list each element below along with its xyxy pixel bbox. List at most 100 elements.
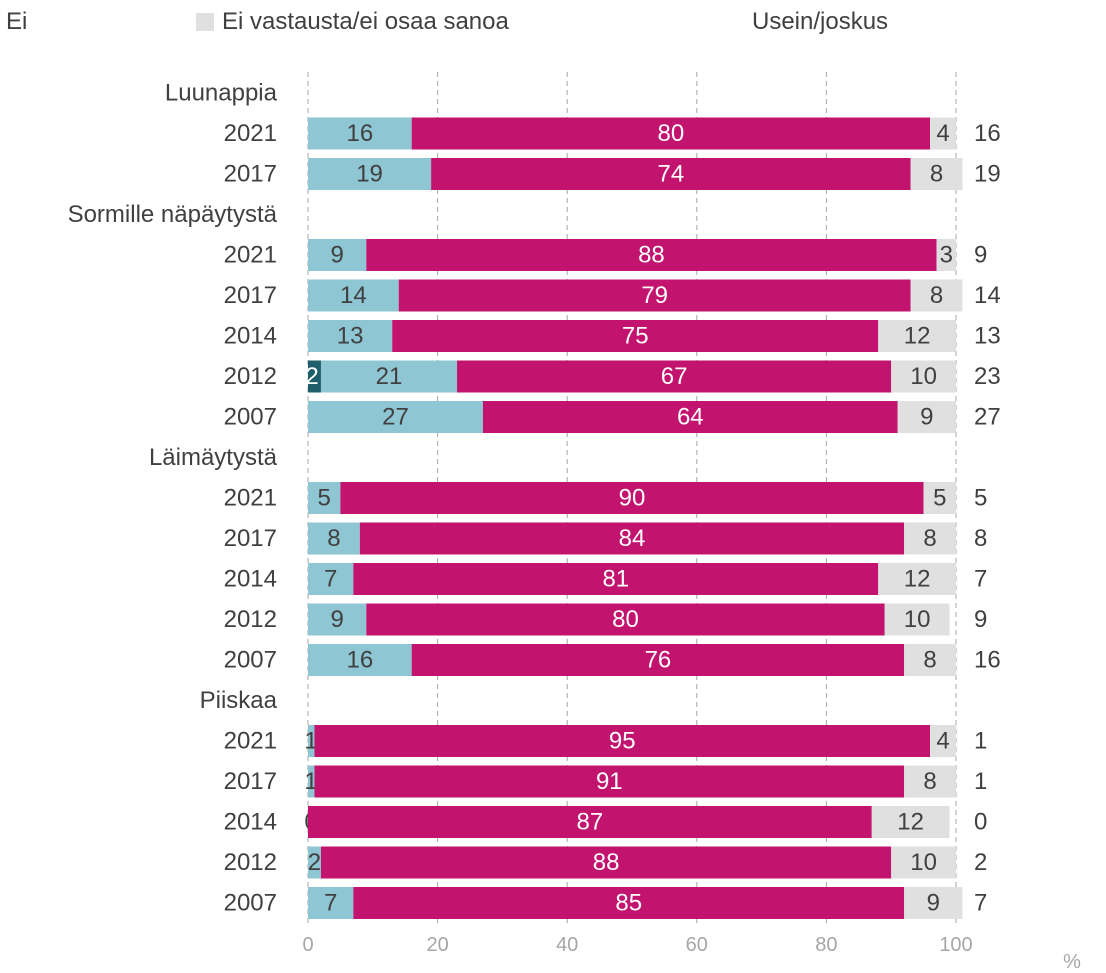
bar-segment-eos	[936, 239, 956, 271]
total-label: 19	[974, 161, 1001, 188]
group-label: Läimäytystä	[149, 444, 278, 471]
x-tick-label: 80	[815, 934, 837, 956]
bar-segment-joskus	[308, 320, 393, 352]
data-label-joskus: 8	[327, 525, 340, 552]
bar-segment-eos	[871, 806, 950, 838]
data-label-joskus: 7	[324, 890, 337, 917]
year-label: 2007	[224, 647, 277, 674]
data-label-joskus: 5	[318, 485, 331, 512]
total-label: 16	[974, 120, 1001, 147]
data-label-ei: 90	[619, 485, 646, 512]
bar-segment-ei	[482, 401, 898, 433]
bar-segment-joskus	[308, 522, 360, 555]
year-label: 2012	[224, 606, 277, 633]
bar-segment-ei	[353, 563, 879, 595]
bar-segment-ei	[308, 806, 872, 838]
data-label-eos: 10	[910, 363, 937, 390]
bar-segment-eos	[891, 360, 956, 393]
total-label: 1	[974, 728, 987, 755]
bar-segment-ei	[457, 360, 892, 393]
year-label: 2007	[224, 890, 277, 917]
data-label-ei: 88	[593, 849, 620, 876]
x-tick-label: 0	[302, 934, 313, 956]
bar-segment-ei	[353, 887, 905, 919]
data-label-eos: 8	[930, 161, 943, 188]
data-label-joskus: 16	[346, 647, 373, 674]
x-tick-label: 40	[556, 934, 578, 956]
bar-segment-ei	[431, 158, 911, 190]
x-tick-label: 20	[426, 934, 448, 956]
data-label-ei: 64	[677, 404, 704, 431]
total-label: 7	[974, 566, 987, 593]
year-label: 2021	[224, 242, 277, 269]
data-label-ei: 76	[645, 647, 672, 674]
group-label: Sormille näpäytystä	[68, 201, 278, 228]
x-tick-label: 100	[939, 934, 972, 956]
bar-segment-eos	[910, 158, 963, 190]
total-label: 2	[974, 849, 987, 876]
bar-segment-joskus	[308, 765, 315, 798]
bar-segment-joskus	[308, 158, 432, 190]
bar-segment-joskus	[308, 563, 354, 595]
data-label-eos: 8	[923, 647, 936, 674]
total-label: 9	[974, 242, 987, 269]
year-label: 2014	[224, 809, 277, 836]
legend-item-eos: Ei vastausta/ei osaa sanoa	[196, 8, 509, 36]
data-label-joskus: 1	[304, 768, 317, 795]
data-label-eos: 12	[897, 809, 924, 836]
data-label-eos: 3	[940, 242, 953, 269]
total-label: 16	[974, 647, 1001, 674]
total-label: 7	[974, 890, 987, 917]
year-label: 2012	[224, 363, 277, 390]
bar-segment-eos	[878, 563, 956, 595]
bar-segment-eos	[923, 482, 956, 514]
bar-segment-ei	[314, 765, 905, 798]
bar-segment-joskus	[308, 887, 354, 919]
total-label: 13	[974, 323, 1001, 350]
data-label-joskus: 14	[340, 282, 367, 309]
data-label-ei: 91	[596, 768, 623, 795]
legend-swatch-eos	[196, 13, 214, 31]
year-label: 2021	[224, 728, 277, 755]
data-label-ei: 75	[622, 323, 649, 350]
bar-segment-joskus	[308, 725, 315, 757]
bar-segment-joskus	[308, 239, 367, 271]
bar-segment-joskus	[308, 482, 341, 514]
year-label: 2007	[224, 404, 277, 431]
bar-segment-eos	[904, 765, 956, 798]
data-label-ei: 84	[619, 525, 646, 552]
total-label: 14	[974, 282, 1001, 309]
data-label-ei: 95	[609, 728, 636, 755]
data-label-eos: 5	[933, 485, 946, 512]
data-label-eos: 10	[910, 849, 937, 876]
bar-segment-ei	[366, 239, 937, 271]
year-label: 2017	[224, 525, 277, 552]
data-label-eos: 4	[936, 728, 949, 755]
year-label: 2017	[224, 161, 277, 188]
data-label-ei: 88	[638, 242, 665, 269]
bar-segment-joskus	[308, 279, 399, 312]
total-label: 9	[974, 606, 987, 633]
data-label-ei: 81	[602, 566, 629, 593]
data-label-joskus: 9	[330, 242, 343, 269]
legend-item-ei: Ei	[6, 8, 27, 36]
total-label: 5	[974, 485, 987, 512]
data-label-eos: 12	[904, 323, 931, 350]
bar-segment-eos	[904, 644, 956, 676]
bar-segment-ei	[314, 725, 931, 757]
data-label-eos: 8	[923, 768, 936, 795]
legend-label-usein-joskus: Usein/joskus	[752, 8, 889, 35]
year-label: 2014	[224, 323, 277, 350]
bar-segment-ei	[366, 603, 885, 636]
legend-label-ei: Ei	[6, 8, 28, 35]
data-label-joskus: 16	[346, 120, 373, 147]
total-label: 23	[974, 363, 1001, 390]
bar-segment-joskus	[308, 846, 321, 879]
data-label-eos: 9	[927, 890, 940, 917]
bar-segment-eos	[891, 846, 956, 879]
data-label-joskus: 2	[308, 849, 321, 876]
data-label-joskus: 1	[304, 728, 317, 755]
bar-segment-joskus	[308, 117, 412, 150]
year-label: 2017	[224, 768, 277, 795]
